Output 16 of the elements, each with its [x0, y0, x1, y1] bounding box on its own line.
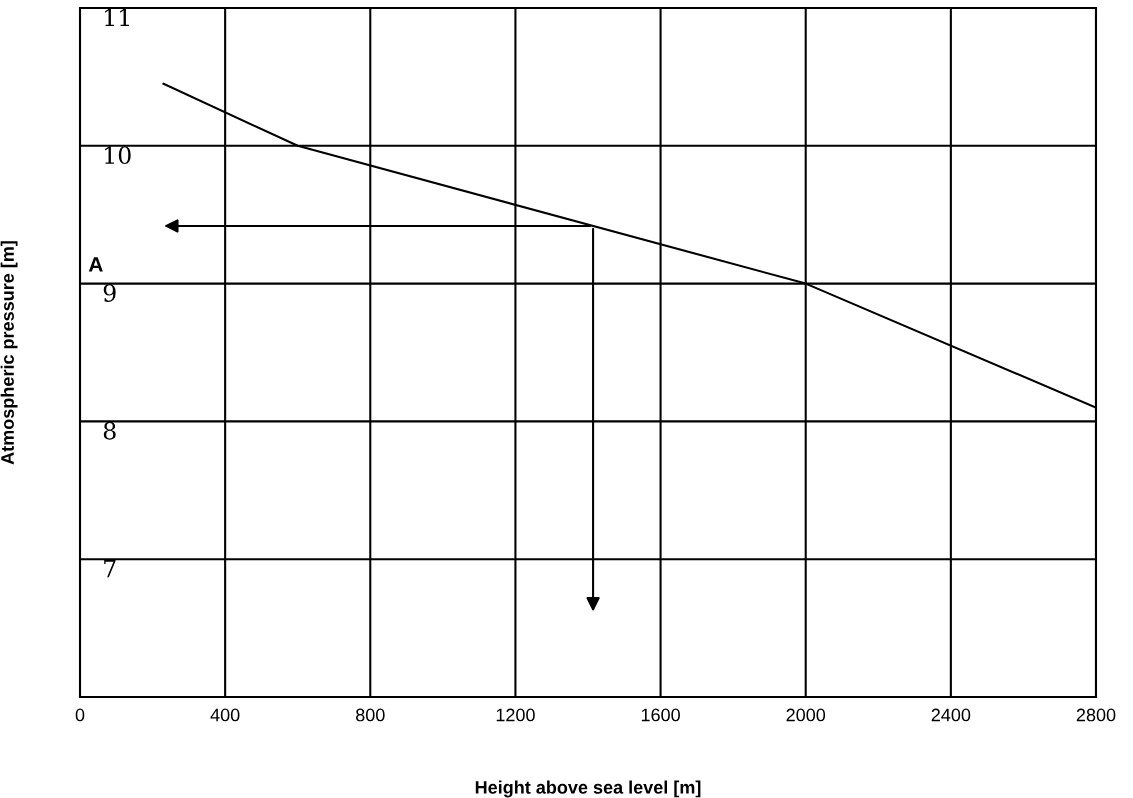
- y-tick-label: 11: [105, 8, 129, 26]
- x-tick-label: 0: [75, 708, 85, 722]
- x-tick-label: 1200: [496, 708, 535, 722]
- y-axis-title: Atmospheric pressure [m]: [0, 241, 18, 465]
- x-tick-label: 2800: [1076, 708, 1116, 722]
- y-tick-label: 9: [103, 284, 116, 302]
- x-tick-label: 800: [356, 708, 385, 722]
- y-tick-label: 7: [104, 559, 116, 578]
- y-tick-label: 10: [105, 146, 131, 165]
- x-tick-label: 1600: [641, 708, 680, 722]
- annotation: A: [88, 257, 103, 272]
- y-tick-label: 8: [103, 421, 116, 440]
- x-tick-label: 2400: [931, 708, 971, 722]
- x-tick-label: 400: [210, 708, 240, 722]
- x-tick-label: 2000: [786, 708, 826, 722]
- x-axis-title: Height above sea level [m]: [475, 780, 701, 798]
